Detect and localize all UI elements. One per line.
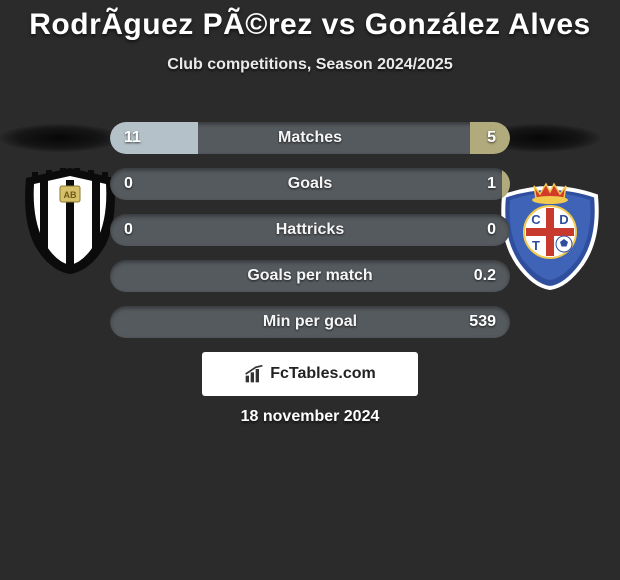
brand-text: FcTables.com (270, 365, 376, 383)
svg-text:C: C (531, 212, 541, 227)
stat-label: Min per goal (110, 306, 510, 338)
page-title: RodrÃ­guez PÃ©rez vs González Alves (0, 0, 620, 42)
page-subtitle: Club competitions, Season 2024/2025 (0, 56, 620, 74)
stat-row: Matches11 5 (110, 122, 510, 154)
stat-value-right: 0 (487, 214, 496, 246)
stat-value-right: 539 (469, 306, 496, 338)
stats-panel: Matches115Goals01Hattricks00Goals per ma… (110, 122, 510, 352)
stat-row: Goals0 1 (110, 168, 510, 200)
chart-icon (244, 364, 264, 384)
stat-value-left: 0 (124, 168, 133, 200)
svg-text:T: T (532, 238, 540, 253)
stat-label: Goals (110, 168, 510, 200)
stat-label: Goals per match (110, 260, 510, 292)
brand-badge: FcTables.com (202, 352, 418, 396)
svg-text:AB: AB (64, 190, 77, 200)
stat-row: Goals per match0.2 (110, 260, 510, 292)
left-shadow (0, 124, 120, 152)
footer-date: 18 november 2024 (0, 408, 620, 426)
stat-value-left: 11 (124, 122, 141, 154)
stat-value-right: 5 (487, 122, 496, 154)
stat-row: Hattricks0 0 (110, 214, 510, 246)
stat-label: Matches (110, 122, 510, 154)
stat-value-left: 0 (124, 214, 133, 246)
stat-row: Min per goal539 (110, 306, 510, 338)
stat-label: Hattricks (110, 214, 510, 246)
left-team-crest: AB (20, 166, 120, 276)
stat-value-right: 1 (487, 168, 496, 200)
stat-value-right: 0.2 (474, 260, 496, 292)
svg-text:D: D (559, 212, 568, 227)
